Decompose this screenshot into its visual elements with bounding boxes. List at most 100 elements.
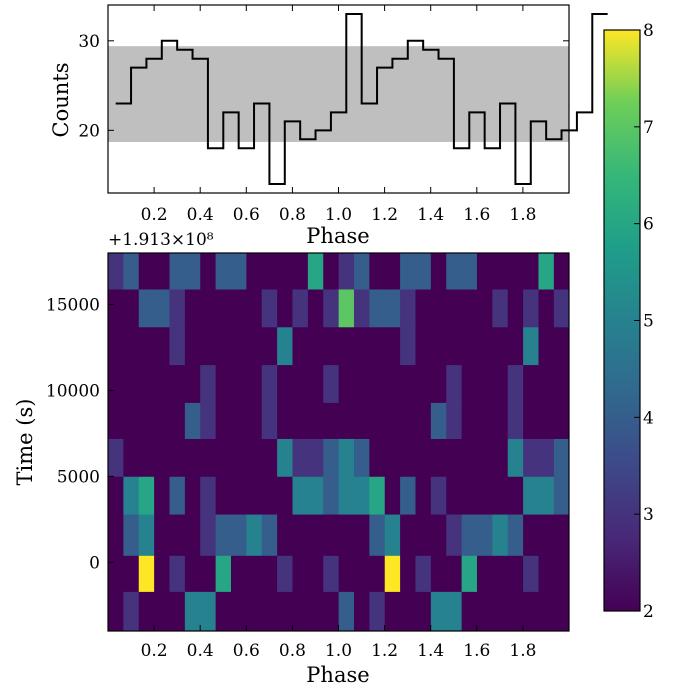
phaseogram-cell: [523, 555, 539, 592]
phaseogram-cell: [507, 253, 524, 290]
phaseogram-cell: [430, 438, 447, 477]
phaseogram-cell: [353, 289, 370, 328]
phaseogram-x-tick-label: 1.4: [417, 641, 444, 661]
phaseogram-cell: [507, 364, 524, 403]
phaseogram-cell: [307, 591, 324, 632]
phaseogram-cell: [261, 402, 278, 439]
phaseogram-cell: [154, 364, 170, 403]
phaseogram-cell: [123, 438, 140, 477]
phaseogram-cell: [446, 591, 463, 632]
phaseogram-cell: [476, 289, 493, 328]
phaseogram-cell: [277, 402, 293, 439]
phaseogram-cell: [169, 555, 186, 592]
phaseogram-cell: [523, 326, 539, 366]
phaseogram-cell: [400, 402, 416, 439]
phaseogram-cell: [246, 438, 263, 477]
phaseogram-cell: [108, 591, 124, 632]
colorbar-tick-label: 2: [643, 602, 654, 622]
phaseogram-cell: [446, 514, 463, 556]
phaseogram-cell: [353, 476, 370, 515]
colorbar-tick-label: 5: [643, 312, 654, 332]
phaseogram-cell: [277, 555, 293, 592]
phaseogram-cell: [246, 476, 263, 515]
phaseogram-cell: [230, 591, 247, 632]
phaseogram-cell: [292, 402, 309, 439]
phaseogram-cell: [292, 555, 309, 592]
phaseogram-cell: [430, 402, 447, 439]
phaseogram-cell: [476, 591, 493, 632]
phaseogram-cell: [138, 364, 155, 403]
phaseogram-cell: [323, 402, 340, 439]
phaseogram-cell: [353, 438, 370, 477]
phaseogram-x-tick-label: 1.8: [509, 641, 536, 661]
phaseogram-cell: [553, 364, 570, 403]
phaseogram-cell: [446, 402, 463, 439]
phaseogram-cell: [184, 289, 201, 328]
phaseogram-cell: [538, 402, 555, 439]
phaseogram-cell: [415, 555, 432, 592]
phaseogram-cell: [369, 289, 386, 328]
phaseogram-cell: [384, 476, 401, 515]
phaseogram-cell: [400, 514, 416, 556]
phaseogram-cell: [430, 326, 447, 366]
phaseogram-cell: [277, 253, 293, 290]
profile-x-tick-label: 1.2: [371, 205, 398, 225]
phaseogram-cell: [338, 326, 355, 366]
phaseogram-cell: [215, 253, 232, 290]
phaseogram-cell: [353, 514, 370, 556]
phaseogram-cell: [446, 438, 463, 477]
phaseogram-ticks: 0.2 0.4 0.6 0.8 1.0 1.2 1.4 1.6 1.8 0 5000 10000 150…: [46, 296, 537, 661]
colorbar-ticks: 2 3 4 5 6 7 8: [634, 21, 654, 622]
phaseogram-x-axis-title: Phase: [306, 663, 369, 687]
phaseogram-cell: [384, 591, 401, 632]
phaseogram-cell: [369, 253, 386, 290]
phaseogram-cell: [430, 289, 447, 328]
phaseogram-cell: [338, 402, 355, 439]
phaseogram-cell: [538, 326, 555, 366]
phaseogram-cell: [338, 253, 355, 290]
phaseogram-cell: [277, 591, 293, 632]
phaseogram-cell: [246, 591, 263, 632]
phaseogram-cell: [415, 514, 432, 556]
phaseogram-cell: [430, 253, 447, 290]
phaseogram-cell: [292, 476, 309, 515]
phaseogram-cell: [169, 591, 186, 632]
phaseogram-cell: [538, 555, 555, 592]
phaseogram-cell: [123, 364, 140, 403]
phaseogram-cell: [123, 289, 140, 328]
phaseogram-cell: [138, 438, 155, 477]
profile-x-axis-title: Phase: [306, 224, 369, 248]
phaseogram-cell: [476, 402, 493, 439]
phaseogram-cell: [384, 402, 401, 439]
phaseogram-cell: [246, 326, 263, 366]
phaseogram-cell: [369, 555, 386, 592]
phaseogram-cell: [369, 591, 386, 632]
profile-x-tick-label: 0.8: [279, 205, 306, 225]
phaseogram-cell: [538, 253, 555, 290]
phaseogram-cell: [553, 555, 570, 592]
phaseogram-cell: [523, 253, 539, 290]
phaseogram-cell: [261, 253, 278, 290]
phaseogram-cell: [154, 476, 170, 515]
phaseogram-cell: [200, 253, 217, 290]
phaseogram-cell: [353, 253, 370, 290]
colorbar-tick-label: 4: [643, 408, 654, 428]
phaseogram-cell: [138, 476, 155, 515]
phaseogram-cell: [400, 591, 416, 632]
phaseogram-cell: [553, 476, 570, 515]
phaseogram-cell: [215, 326, 232, 366]
phaseogram-cell: [523, 591, 539, 632]
phaseogram-cell: [415, 402, 432, 439]
phaseogram-cell: [338, 364, 355, 403]
phaseogram-cell: [154, 326, 170, 366]
phaseogram-cell: [338, 289, 355, 328]
phaseogram-cell: [553, 514, 570, 556]
phaseogram-cell: [461, 326, 478, 366]
phaseogram-cell: [246, 402, 263, 439]
phaseogram-cell: [369, 438, 386, 477]
phaseogram-cell: [108, 438, 124, 477]
phaseogram-cell: [200, 555, 217, 592]
profile-step-path: [115, 12, 608, 186]
phaseogram-cell: [169, 253, 186, 290]
